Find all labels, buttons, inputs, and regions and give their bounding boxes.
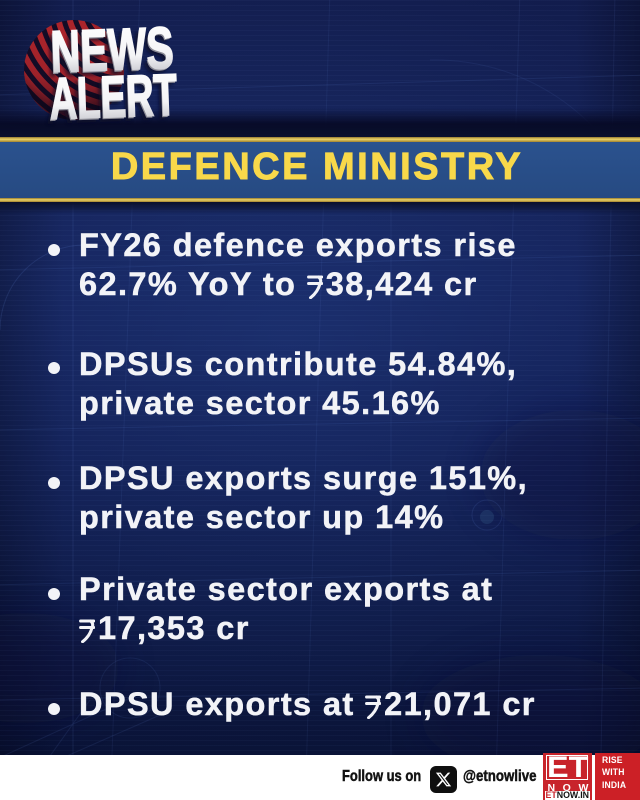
svg-text:NEWS: NEWS [46,19,171,89]
svg-text:ALERT: ALERT [48,61,178,132]
svg-text:NEWS: NEWS [48,16,173,86]
svg-text:NEWS: NEWS [50,14,175,84]
svg-text:ALERT: ALERT [44,66,174,137]
svg-text:ALERT: ALERT [47,63,177,134]
